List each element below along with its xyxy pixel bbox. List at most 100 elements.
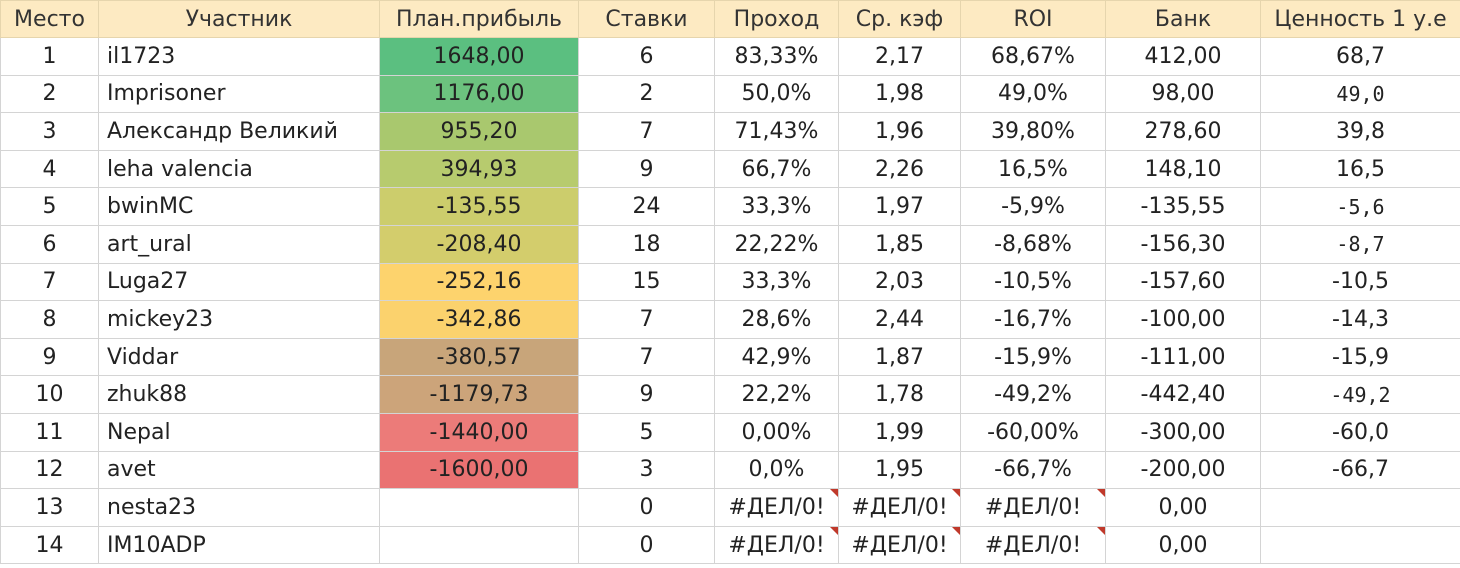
cell-bank[interactable]: -300,00 [1105, 412, 1261, 452]
cell-roi[interactable]: 16,5% [960, 149, 1106, 189]
header-bets[interactable]: Ставки [578, 0, 715, 38]
cell-bets[interactable]: 7 [578, 112, 715, 151]
cell-planned-profit[interactable]: -208,40 [379, 224, 579, 264]
cell-bank[interactable]: -157,60 [1105, 262, 1261, 302]
cell-planned-profit[interactable]: -252,16 [379, 262, 579, 302]
cell-avg-odds[interactable]: 1,78 [838, 375, 961, 414]
cell-place[interactable]: 5 [0, 187, 99, 226]
cell-participant[interactable]: Imprisoner [98, 74, 380, 114]
cell-participant[interactable]: Viddar [98, 337, 380, 377]
cell-participant[interactable]: nesta23 [98, 488, 380, 527]
cell-unit-value[interactable]: -5,6 [1260, 187, 1460, 226]
header-unit-value[interactable]: Ценность 1 у.е [1260, 0, 1460, 38]
cell-participant[interactable]: IM10ADP [98, 525, 380, 565]
cell-bets[interactable]: 7 [578, 337, 715, 377]
cell-bets[interactable]: 9 [578, 149, 715, 189]
header-bank[interactable]: Банк [1105, 0, 1261, 38]
cell-place[interactable]: 6 [0, 224, 99, 264]
cell-roi[interactable]: #ДЕЛ/0! [960, 525, 1106, 565]
cell-bets[interactable]: 2 [578, 74, 715, 114]
cell-bank[interactable]: 98,00 [1105, 74, 1261, 114]
cell-bank[interactable]: 278,60 [1105, 112, 1261, 151]
cell-planned-profit[interactable]: -380,57 [379, 337, 579, 377]
header-planned-profit[interactable]: План.прибыль [379, 0, 579, 38]
cell-participant[interactable]: il1723 [98, 37, 380, 76]
cell-place[interactable]: 14 [0, 525, 99, 565]
cell-avg-odds[interactable]: 1,97 [838, 187, 961, 226]
cell-avg-odds[interactable]: #ДЕЛ/0! [838, 525, 961, 565]
cell-unit-value[interactable]: -10,5 [1260, 262, 1460, 302]
cell-roi[interactable]: -8,68% [960, 224, 1106, 264]
cell-pass-rate[interactable]: 33,3% [714, 187, 839, 226]
cell-pass-rate[interactable]: 42,9% [714, 337, 839, 377]
cell-bets[interactable]: 0 [578, 525, 715, 565]
cell-place[interactable]: 3 [0, 112, 99, 151]
cell-bank[interactable]: -135,55 [1105, 187, 1261, 226]
cell-bank[interactable]: -442,40 [1105, 375, 1261, 414]
header-roi[interactable]: ROI [960, 0, 1106, 38]
cell-place[interactable]: 1 [0, 37, 99, 76]
cell-bank[interactable]: 0,00 [1105, 488, 1261, 527]
cell-roi[interactable]: -5,9% [960, 187, 1106, 226]
cell-roi[interactable]: -49,2% [960, 375, 1106, 414]
cell-avg-odds[interactable]: 1,95 [838, 450, 961, 490]
cell-bets[interactable]: 0 [578, 488, 715, 527]
cell-participant[interactable]: avet [98, 450, 380, 490]
cell-planned-profit[interactable]: -342,86 [379, 300, 579, 339]
cell-unit-value[interactable]: -60,0 [1260, 412, 1460, 452]
header-place[interactable]: Место [0, 0, 99, 38]
cell-place[interactable]: 4 [0, 149, 99, 189]
cell-pass-rate[interactable]: 66,7% [714, 149, 839, 189]
cell-participant[interactable]: art_ural [98, 224, 380, 264]
cell-pass-rate[interactable]: 50,0% [714, 74, 839, 114]
cell-planned-profit[interactable]: -1440,00 [379, 412, 579, 452]
cell-roi[interactable]: -10,5% [960, 262, 1106, 302]
cell-bets[interactable]: 3 [578, 450, 715, 490]
cell-roi[interactable]: 49,0% [960, 74, 1106, 114]
cell-participant[interactable]: leha valencia [98, 149, 380, 189]
cell-pass-rate[interactable]: 71,43% [714, 112, 839, 151]
cell-bank[interactable]: -100,00 [1105, 300, 1261, 339]
cell-place[interactable]: 11 [0, 412, 99, 452]
cell-participant[interactable]: mickey23 [98, 300, 380, 339]
cell-place[interactable]: 13 [0, 488, 99, 527]
cell-unit-value[interactable]: 68,7 [1260, 37, 1460, 76]
cell-unit-value[interactable]: -8,7 [1260, 224, 1460, 264]
cell-planned-profit[interactable]: -135,55 [379, 187, 579, 226]
cell-roi[interactable]: -60,00% [960, 412, 1106, 452]
cell-planned-profit[interactable]: 1176,00 [379, 74, 579, 114]
cell-bank[interactable]: -111,00 [1105, 337, 1261, 377]
cell-bank[interactable]: 0,00 [1105, 525, 1261, 565]
cell-pass-rate[interactable]: 33,3% [714, 262, 839, 302]
cell-avg-odds[interactable]: 1,87 [838, 337, 961, 377]
cell-participant[interactable]: Nepal [98, 412, 380, 452]
cell-pass-rate[interactable]: 22,2% [714, 375, 839, 414]
cell-avg-odds[interactable]: 1,98 [838, 74, 961, 114]
cell-bets[interactable]: 5 [578, 412, 715, 452]
cell-unit-value[interactable]: 49,0 [1260, 74, 1460, 114]
cell-roi[interactable]: -15,9% [960, 337, 1106, 377]
cell-bets[interactable]: 24 [578, 187, 715, 226]
cell-planned-profit[interactable]: 394,93 [379, 149, 579, 189]
cell-planned-profit[interactable]: -1179,73 [379, 375, 579, 414]
cell-bank[interactable]: 148,10 [1105, 149, 1261, 189]
cell-avg-odds[interactable]: 2,44 [838, 300, 961, 339]
cell-avg-odds[interactable]: 2,17 [838, 37, 961, 76]
cell-participant[interactable]: Luga27 [98, 262, 380, 302]
cell-pass-rate[interactable]: 83,33% [714, 37, 839, 76]
cell-pass-rate[interactable]: 0,0% [714, 450, 839, 490]
cell-place[interactable]: 8 [0, 300, 99, 339]
cell-roi[interactable]: -66,7% [960, 450, 1106, 490]
cell-participant[interactable]: Александр Великий [98, 112, 380, 151]
cell-roi[interactable]: 39,80% [960, 112, 1106, 151]
cell-place[interactable]: 12 [0, 450, 99, 490]
cell-unit-value[interactable]: -15,9 [1260, 337, 1460, 377]
cell-unit-value[interactable]: 39,8 [1260, 112, 1460, 151]
cell-roi[interactable]: #ДЕЛ/0! [960, 488, 1106, 527]
cell-unit-value[interactable]: -66,7 [1260, 450, 1460, 490]
cell-unit-value[interactable]: -49,2 [1260, 375, 1460, 414]
cell-pass-rate[interactable]: #ДЕЛ/0! [714, 525, 839, 565]
cell-planned-profit[interactable]: 955,20 [379, 112, 579, 151]
cell-planned-profit[interactable]: 1648,00 [379, 37, 579, 76]
cell-place[interactable]: 7 [0, 262, 99, 302]
